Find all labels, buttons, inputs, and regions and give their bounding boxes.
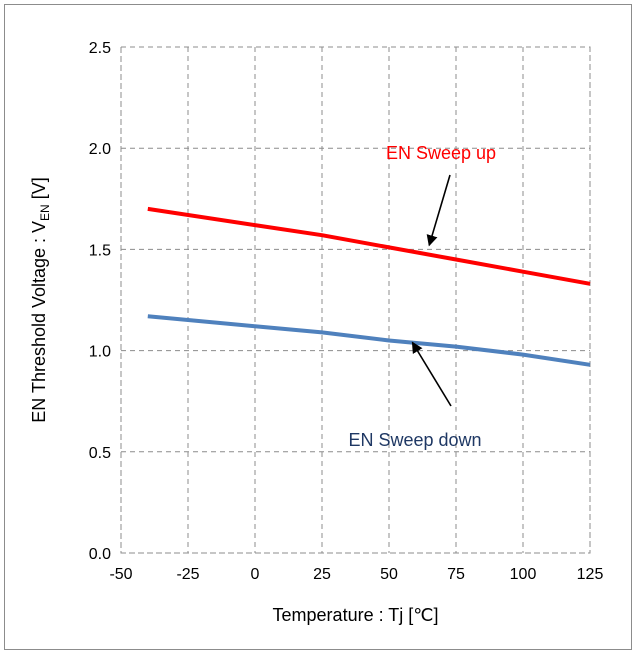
annotation-sweep-down-label: EN Sweep down xyxy=(348,430,481,450)
annotation-sweep-up-arrow xyxy=(426,174,451,247)
series-layer xyxy=(147,206,591,367)
tick-labels: -50 -25 0 25 50 75 100 125 0.0 0.5 1.0 1.5 2.0 2.5 xyxy=(89,40,604,583)
grid-lines xyxy=(120,46,591,554)
y-tick-label-3: 1.5 xyxy=(89,242,111,259)
y-axis-label: EN Threshold Voltage : VEN [V] xyxy=(29,177,52,422)
series-line-en-sweep-up xyxy=(147,206,591,286)
y-tick-label-4: 2.0 xyxy=(89,141,111,158)
series-line-en-sweep-down xyxy=(147,314,591,367)
x-tick-label-2: 0 xyxy=(251,566,260,583)
x-tick-label-1: -25 xyxy=(176,566,199,583)
y-tick-label-5: 2.5 xyxy=(89,40,111,57)
x-tick-label-3: 25 xyxy=(313,566,331,583)
y-axis-label-unit: [V] xyxy=(29,177,49,204)
annotation-sweep-down-arrow xyxy=(411,341,452,407)
x-tick-label-0: -50 xyxy=(109,566,132,583)
annotations: EN Sweep up EN Sweep down xyxy=(348,143,496,450)
x-tick-label-4: 50 xyxy=(380,566,398,583)
annotation-sweep-up-label: EN Sweep up xyxy=(386,143,496,163)
plot-area-border xyxy=(120,46,591,554)
x-tick-label-6: 100 xyxy=(510,566,537,583)
x-tick-label-5: 75 xyxy=(447,566,465,583)
y-axis-label-main: EN Threshold Voltage : V xyxy=(29,221,49,423)
x-tick-label-7: 125 xyxy=(577,566,604,583)
chart-plot: -50 -25 0 25 50 75 100 125 0.0 0.5 1.0 1.5 2.0 2.5 EN… xyxy=(29,40,604,625)
y-tick-label-0: 0.0 xyxy=(89,546,111,563)
x-axis-label: Temperature : Tj [℃] xyxy=(273,605,439,625)
y-tick-label-2: 1.0 xyxy=(89,344,111,361)
chart-frame: -50 -25 0 25 50 75 100 125 0.0 0.5 1.0 1.5 2.0 2.5 EN… xyxy=(4,4,632,650)
y-tick-label-1: 0.5 xyxy=(89,445,111,462)
y-axis-label-subscript: EN xyxy=(38,204,52,221)
